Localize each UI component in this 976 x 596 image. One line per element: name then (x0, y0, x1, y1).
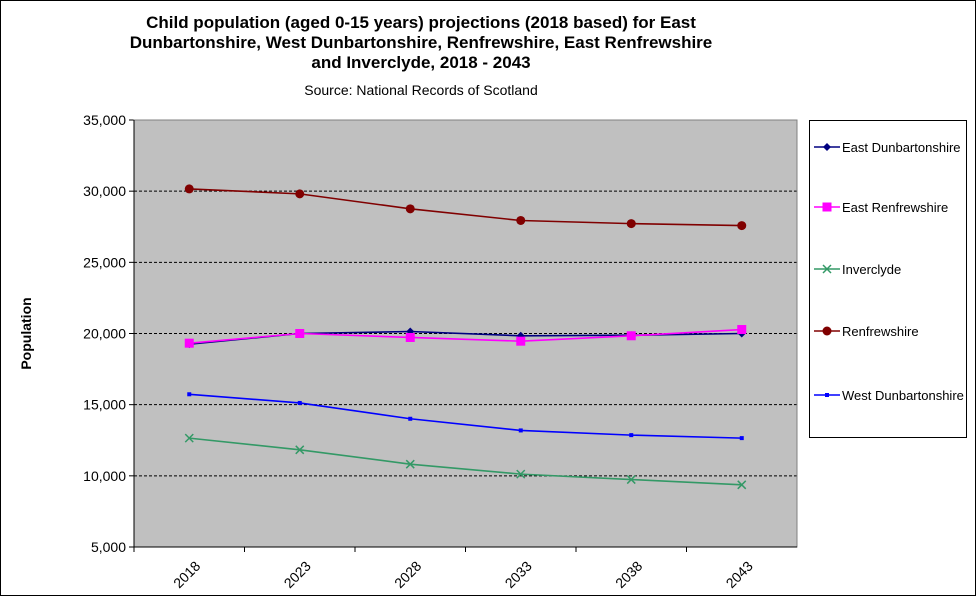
data-point-inverclyde (295, 445, 305, 455)
series-line-west-dunbartonshire (189, 393, 742, 439)
data-point-east-renfrewshire (626, 331, 636, 341)
data-point-east-renfrewshire (184, 338, 194, 348)
legend-label: Inverclyde (842, 262, 902, 277)
y-tick-label: 15,000 (83, 397, 126, 413)
x-tick-label: 2018 (170, 558, 203, 591)
y-axis-label: Population (18, 297, 34, 369)
legend-label: West Dunbartonshire (842, 388, 964, 403)
x-tick-label: 2023 (281, 558, 314, 591)
legend-marker (822, 202, 832, 212)
legend-swatch (814, 264, 840, 274)
legend-marker (825, 393, 829, 397)
data-point-east-renfrewshire (405, 332, 415, 342)
data-point-renfrewshire (737, 221, 747, 231)
data-point-renfrewshire (626, 219, 636, 229)
legend-marker (822, 326, 832, 336)
legend: East Dunbartonshire East Renfrewshire Inve… (809, 120, 967, 438)
y-tick-label: 5,000 (91, 539, 126, 555)
data-point-east-renfrewshire (516, 336, 526, 346)
data-point-east-renfrewshire (737, 325, 747, 335)
data-point-renfrewshire (405, 204, 415, 214)
chart-title: Child population (aged 0-15 years) proje… (129, 13, 713, 72)
legend-swatch (814, 202, 840, 212)
y-tick-label: 20,000 (83, 326, 126, 342)
legend-label: East Dunbartonshire (842, 140, 961, 155)
legend-swatch (814, 393, 840, 397)
legend-marker (823, 143, 831, 151)
legend-label: East Renfrewshire (842, 200, 949, 215)
data-point-west-dunbartonshire (629, 433, 634, 438)
data-point-inverclyde (184, 433, 194, 443)
legend-swatch (814, 326, 840, 336)
data-point-inverclyde (737, 480, 747, 490)
data-point-west-dunbartonshire (739, 436, 744, 441)
data-point-west-dunbartonshire (518, 428, 523, 433)
data-point-renfrewshire (516, 215, 526, 225)
data-point-west-dunbartonshire (187, 392, 192, 397)
data-point-inverclyde (516, 469, 526, 479)
data-point-renfrewshire (184, 184, 194, 194)
x-tick-label: 2033 (502, 558, 535, 591)
data-point-east-renfrewshire (295, 329, 305, 338)
y-tick-label: 10,000 (83, 468, 126, 484)
x-tick-label: 2038 (612, 558, 645, 591)
legend-swatch (814, 143, 840, 151)
data-point-inverclyde (626, 475, 636, 485)
y-tick-label: 35,000 (83, 112, 126, 128)
data-point-inverclyde (405, 459, 415, 469)
series-line-renfrewshire (189, 188, 742, 227)
series-line-east-renfrewshire (189, 328, 742, 344)
chart-subtitle: Source: National Records of Scotland (304, 82, 538, 98)
y-tick-label: 25,000 (83, 254, 126, 270)
x-tick-label: 2043 (723, 558, 756, 591)
data-point-west-dunbartonshire (297, 400, 302, 405)
data-point-renfrewshire (295, 189, 305, 199)
legend-marker (822, 264, 832, 274)
data-point-west-dunbartonshire (408, 416, 413, 421)
series-line-inverclyde (189, 437, 742, 486)
legend-label: Renfrewshire (842, 324, 919, 339)
y-tick-label: 30,000 (83, 183, 126, 199)
x-tick-label: 2028 (391, 558, 424, 591)
